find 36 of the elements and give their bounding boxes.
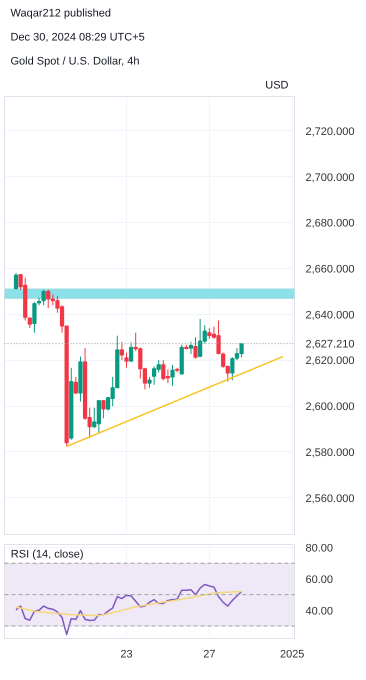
- y-tick-label: 2,640.000: [306, 309, 354, 322]
- y-tick-label: 2,660.000: [306, 263, 354, 276]
- x-tick-label: 23: [120, 648, 133, 660]
- y-tick-label: 80.00: [306, 542, 334, 555]
- y-axis-title: USD: [265, 80, 289, 92]
- candlestick: [193, 336, 198, 360]
- candlestick: [239, 342, 244, 358]
- candlestick: [120, 341, 124, 361]
- candlestick: [32, 302, 37, 334]
- candlestick: [124, 352, 129, 368]
- y-tick-label: 2,620.000: [306, 355, 354, 368]
- candlestick: [42, 289, 46, 306]
- candlestick: [14, 272, 18, 290]
- candlestick: [101, 399, 106, 419]
- candlestick: [128, 341, 134, 362]
- candlestick: [147, 376, 152, 388]
- y-tick-label: 2,560.000: [306, 492, 354, 505]
- y-tick-label: 2,600.000: [306, 401, 354, 414]
- y-tick-label: 2,680.000: [306, 218, 354, 230]
- text: Dec 30, 2024 08:29 UTC+5: [10, 32, 145, 44]
- chart-title: RSI (14, close): [10, 548, 84, 560]
- x-tick-label: 27: [203, 648, 216, 660]
- y-tick-label: 60.00: [306, 574, 334, 586]
- x-tick-label: 2025: [280, 648, 304, 660]
- candlestick: [74, 376, 78, 394]
- candlestick: [170, 364, 175, 387]
- y-tick-label: 2,580.000: [306, 446, 354, 459]
- line-series: [15, 590, 242, 616]
- text: Waqar212 published: [10, 8, 111, 20]
- candlestick: [188, 341, 194, 355]
- y-tick-label: 2,700.000: [306, 172, 354, 184]
- y-tick-label: 40.00: [306, 605, 334, 618]
- line-series: [15, 584, 242, 636]
- ref-line-label: 2,627.210: [306, 338, 354, 351]
- y-tick-label: 2,720.000: [306, 126, 354, 138]
- chart-title: Gold Spot / U.S. Dollar, 4h: [10, 56, 140, 68]
